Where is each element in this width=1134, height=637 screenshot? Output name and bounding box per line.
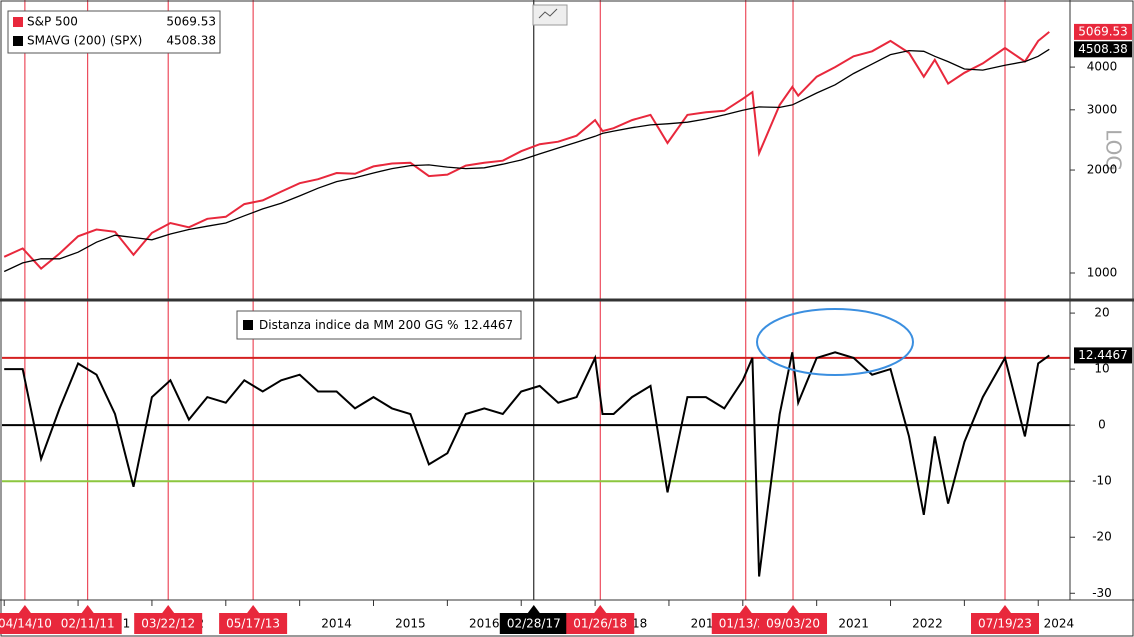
x-tick-label: 2016 (469, 617, 500, 631)
event-label: 07/19/23 (978, 617, 1032, 631)
legend: S&P 500 5069.53 SMAVG (200) (SPX) 4508.38 (7, 10, 221, 54)
y-tick-label: 4000 (1087, 60, 1118, 74)
y-tick-label: -20 (1092, 530, 1112, 544)
event-marker (81, 605, 94, 613)
event-tag (499, 613, 568, 634)
y-tick-label: -10 (1092, 474, 1112, 488)
y-tick-label: 1000 (1087, 265, 1118, 279)
legend-label: Distanza indice da MM 200 GG % 12.4467 (259, 318, 513, 332)
x-tick-label: 2022 (912, 617, 943, 631)
legend-name: Distanza indice da MM 200 GG % (259, 318, 458, 332)
legend-value: 5069.53 (166, 15, 216, 29)
legend: Distanza indice da MM 200 GG % 12.4467 (236, 310, 522, 340)
plot-layer (2, 0, 1070, 600)
highlight-ellipse (756, 308, 914, 376)
legend-label: SMAVG (200) (SPX) (27, 34, 142, 48)
event-tag (759, 613, 828, 634)
legend-label: S&P 500 (27, 15, 78, 29)
event-tag (134, 613, 203, 634)
event-marker (527, 605, 540, 613)
series-line (3, 48, 1050, 273)
event-label: 04/14/10 (0, 617, 52, 631)
event-label: 01/26/18 (573, 617, 627, 631)
x-tick-label: 2024 (1044, 617, 1075, 631)
y-axis-label: LOG (1102, 129, 1126, 171)
event-marker (999, 605, 1012, 613)
legend-value: 4508.38 (166, 34, 216, 48)
event-marker (787, 605, 800, 613)
legend-box (7, 10, 221, 54)
legend-box (236, 310, 522, 340)
y-tick-label: 0 (1098, 418, 1106, 432)
x-tick-label: 2021 (838, 617, 869, 631)
x-tick-label: 2014 (321, 617, 352, 631)
value-tag-label: 12.4467 (1078, 348, 1128, 362)
event-marker (739, 605, 752, 613)
button-frame[interactable] (532, 4, 568, 26)
event-label: 05/17/13 (226, 617, 280, 631)
event-marker (594, 605, 607, 613)
legend-swatch (13, 17, 23, 27)
value-tag (1074, 41, 1132, 58)
x-tick-label: 2015 (395, 617, 426, 631)
legend-value: 12.4467 (463, 318, 513, 332)
event-label: 02/28/17 (507, 617, 561, 631)
event-label: 03/22/12 (141, 617, 195, 631)
legend-swatch (13, 36, 23, 46)
event-marker (247, 605, 260, 613)
button-icon (538, 8, 558, 19)
event-tag (219, 613, 288, 634)
y-tick-label: 3000 (1087, 102, 1118, 116)
series-line (4, 351, 1050, 577)
legend-swatch (243, 320, 253, 330)
y-tick-label: -30 (1092, 586, 1112, 600)
event-marker (162, 605, 175, 613)
y-tick-label: 10 (1094, 362, 1109, 376)
event-marker (18, 605, 31, 613)
event-label: 09/03/20 (766, 617, 820, 631)
series-line (3, 31, 1050, 270)
value-tag-label: 5069.53 (1078, 24, 1128, 38)
event-tag (566, 613, 635, 634)
event-tag (53, 613, 122, 634)
value-tag-label: 4508.38 (1078, 42, 1128, 56)
event-tag (0, 613, 59, 634)
y-tick-label: 2000 (1087, 163, 1118, 177)
value-tag (1074, 23, 1132, 40)
event-label: 02/11/11 (61, 617, 115, 631)
value-tag (1074, 347, 1132, 364)
y-tick-label: 20 (1094, 306, 1109, 320)
chart-type-button[interactable] (532, 4, 568, 26)
event-tag (971, 613, 1040, 634)
